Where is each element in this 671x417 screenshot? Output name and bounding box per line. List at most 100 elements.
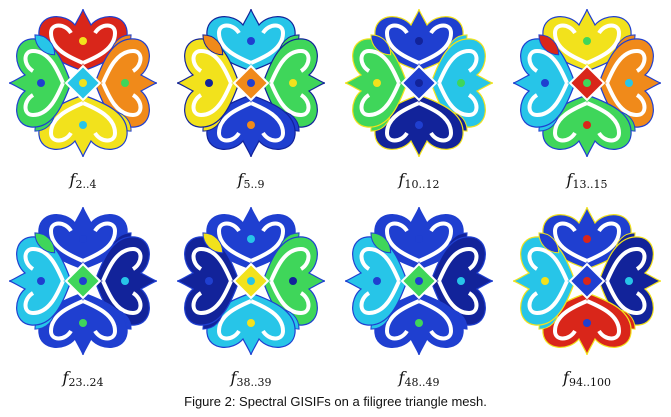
ornament-tip [202,232,224,254]
lobe-curl-left [384,221,420,263]
panel-7 [344,206,494,356]
lobe-bud [457,79,465,87]
panel-label-6: f38..39 [230,368,272,389]
ornament-tip [34,34,56,56]
lobe-curl-right [216,101,252,143]
lobe-bud [37,277,45,285]
center-dot [79,277,87,285]
lobe-curl-right [586,221,622,263]
lobe-curl-left [437,246,479,282]
ornament-lobe [512,232,576,326]
lobe-curl-right [82,221,118,263]
panel-label-1: f2..4 [69,170,97,191]
lobe-curl-left [586,299,622,341]
lobe-curl-right [418,221,454,263]
lobe-curl-right [48,299,84,341]
center-dot [415,79,423,87]
lobe-bud [583,121,591,129]
lobe-bud [121,277,129,285]
figure-caption: Figure 2: Spectral GISIFs on a filigree … [184,394,487,409]
lobe-bud [79,235,87,243]
lobe-curl-left [216,23,252,65]
lobe-curl-right [418,23,454,65]
lobe-curl-right [384,101,420,143]
ornament-lobe [176,232,240,326]
lobe-bud [205,79,213,87]
tip-petal [202,232,224,254]
lobe-bud [247,37,255,45]
lobe-curl-right [605,280,647,316]
lobe-curl-left [418,299,454,341]
lobe-curl-right [527,48,569,84]
lobe-curl-left [418,101,454,143]
ornament-lobe [8,34,72,128]
lobe-curl-left [250,299,286,341]
lobe-curl-right [191,48,233,84]
filigree-mesh-panel-8 [512,206,662,356]
ornament-tip [538,34,560,56]
lobe-curl-right [437,280,479,316]
ornament-tip [370,232,392,254]
lobe-curl-right [23,48,65,84]
tip-petal [34,232,56,254]
ornament [8,206,158,356]
ornament [176,206,326,356]
ornament-lobe [598,38,662,132]
center-dot [79,79,87,87]
tip-petal [34,34,56,56]
lobe-curl-left [101,48,143,84]
ornament-lobe [344,232,408,326]
lobe-curl-right [191,246,233,282]
panel-2 [176,8,326,158]
ornament-tip [370,34,392,56]
ornament-lobe [262,38,326,132]
lobe-bud [457,277,465,285]
lobe-bud [205,277,213,285]
lobe-curl-right [552,299,588,341]
lobe-curl-left [101,246,143,282]
lobe-bud [247,235,255,243]
lobe-curl-right [101,82,143,118]
ornament-lobe [38,8,132,72]
lobe-bud [373,79,381,87]
lobe-bud [415,37,423,45]
lobe-bud [289,79,297,87]
lobe-curl-right [23,246,65,282]
lobe-curl-left [527,280,569,316]
ornament-tip [34,232,56,254]
filigree-mesh-panel-6 [176,206,326,356]
lobe-curl-left [605,48,647,84]
panel-4 [512,8,662,158]
center-dot [583,79,591,87]
lobe-curl-right [359,48,401,84]
lobe-bud [79,319,87,327]
center-dot [415,277,423,285]
ornament-lobe [344,34,408,128]
lobe-curl-left [586,101,622,143]
lobe-bud [79,37,87,45]
lobe-curl-right [437,82,479,118]
lobe-curl-right [82,23,118,65]
lobe-curl-right [250,221,286,263]
ornament-lobe [94,38,158,132]
lobe-curl-left [250,101,286,143]
lobe-bud [583,319,591,327]
ornament-lobe [430,236,494,330]
lobe-curl-left [359,280,401,316]
lobe-bud [121,79,129,87]
lobe-bud [247,121,255,129]
tip-petal [538,232,560,254]
lobe-curl-right [359,246,401,282]
lobe-curl-right [384,299,420,341]
lobe-bud [289,277,297,285]
ornament-tip [202,34,224,56]
lobe-curl-left [552,23,588,65]
lobe-curl-left [605,246,647,282]
lobe-curl-left [191,280,233,316]
center-dot [583,277,591,285]
ornament-lobe [176,34,240,128]
lobe-curl-left [23,82,65,118]
panel-3 [344,8,494,158]
filigree-mesh-panel-4 [512,8,662,158]
